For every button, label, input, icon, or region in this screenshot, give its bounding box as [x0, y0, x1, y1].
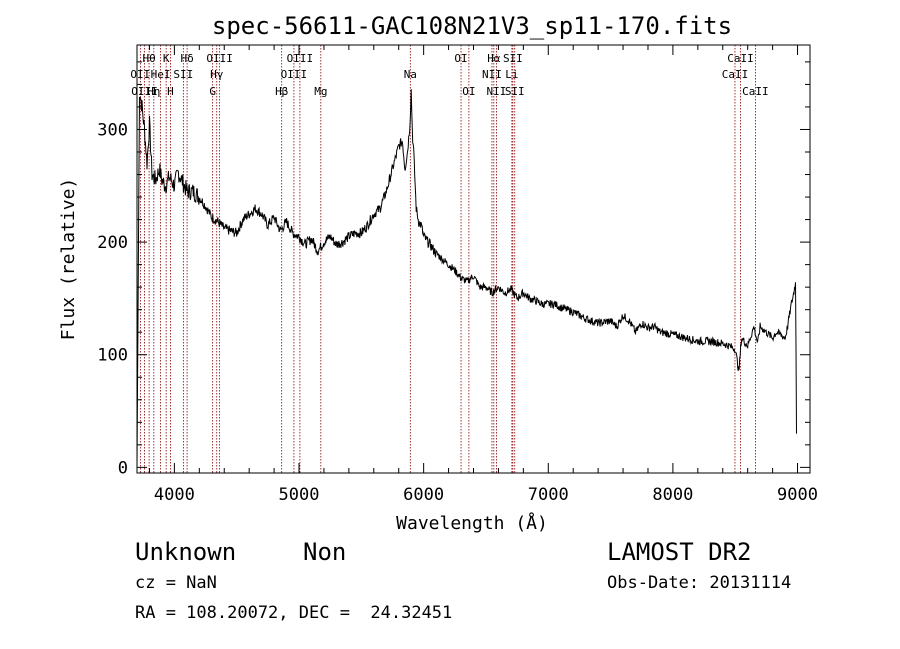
line-label: Na [404, 68, 417, 81]
line-label: SII [503, 52, 523, 65]
survey-name: LAMOST DR2 [607, 538, 752, 566]
line-label: SII [173, 68, 193, 81]
line-label: OIII [206, 52, 233, 65]
line-label: OIII [131, 85, 158, 98]
line-label: CaII [742, 85, 769, 98]
line-label: OIII [281, 68, 308, 81]
line-label: OIII [287, 52, 314, 65]
line-label: CaII [722, 68, 749, 81]
line-label: Hβ [275, 85, 289, 98]
line-label: SII [505, 85, 525, 98]
line-label: Hδ [180, 52, 193, 65]
y-tick-label: 100 [97, 346, 128, 366]
line-label: Hγ [210, 68, 224, 81]
line-label: CaII [727, 52, 754, 65]
line-label: OI [462, 85, 475, 98]
spectrum-line [136, 89, 797, 468]
object-class: Unknown [135, 538, 237, 566]
line-label: H [167, 85, 174, 98]
line-label: G [209, 85, 216, 98]
line-label: Hθ [142, 52, 155, 65]
line-label: Mg [314, 85, 327, 98]
x-tick-label: 7000 [528, 485, 569, 505]
obs-date: Obs-Date: 20131114 [607, 573, 792, 593]
line-label: HeI [151, 68, 171, 81]
object-subclass: Non [303, 538, 347, 566]
x-tick-label: 5000 [279, 485, 320, 505]
axes: 4000 5000 6000 7000 8000 9000 0 100 200 300 [97, 45, 818, 505]
line-label: OII [130, 68, 150, 81]
x-tick-label: 4000 [154, 485, 195, 505]
y-tick-label: 200 [97, 233, 128, 253]
x-tick-label: 8000 [652, 485, 693, 505]
line-label: NII [486, 85, 506, 98]
line-label: Hη [147, 85, 160, 98]
y-axis-label: Flux (relative) [58, 178, 79, 341]
line-markers [139, 45, 756, 473]
x-axis-label: Wavelength (Å) [396, 512, 548, 534]
line-label: Li [505, 68, 518, 81]
line-label: Hα [487, 52, 501, 65]
line-labels: Hθ OII OIII K HeI Hη SII H Hδ OIII Hγ G OIII OIII Hβ Mg… [130, 52, 768, 98]
y-tick-label: 300 [97, 120, 128, 140]
line-label: K [163, 52, 170, 65]
line-label: OI [454, 52, 467, 65]
x-tick-label: 9000 [777, 485, 818, 505]
chart-title: spec-56611-GAC108N21V3_sp11-170.fits [212, 12, 732, 40]
plot-frame [136, 44, 811, 474]
line-label: NII [482, 68, 502, 81]
y-tick-label: 0 [118, 458, 128, 478]
x-tick-label: 6000 [403, 485, 444, 505]
redshift-cz: cz = NaN [135, 573, 217, 593]
ra-dec: RA = 108.20072, DEC = 24.32451 [135, 603, 453, 623]
